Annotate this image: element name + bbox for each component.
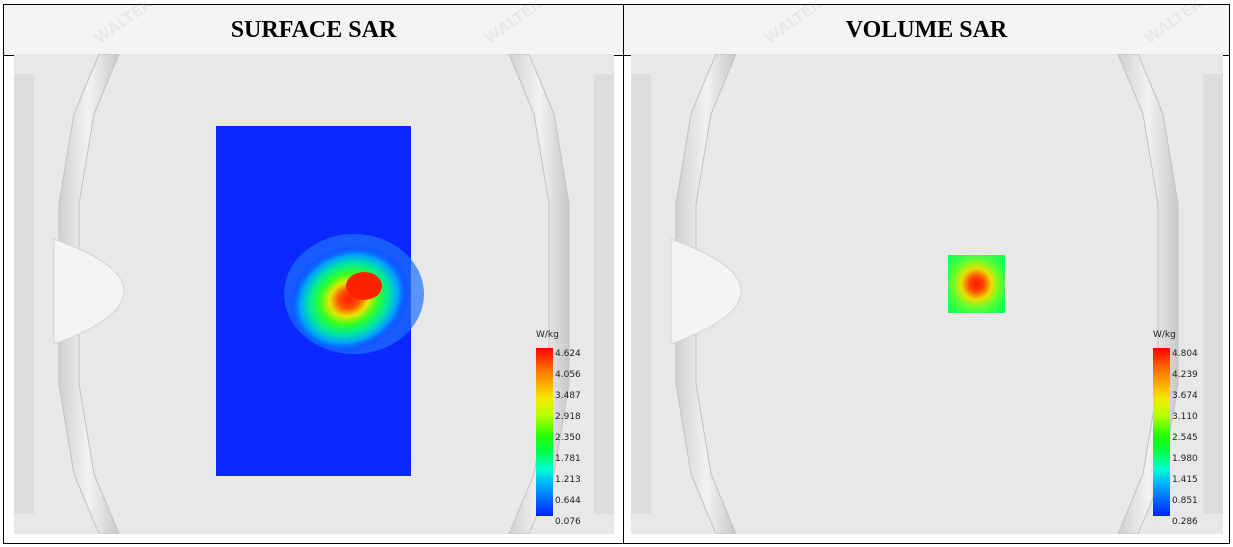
scale-tick: 0.286: [1172, 517, 1198, 527]
phantom-edge-left: [14, 74, 34, 514]
surface-sar-header: SURFACE SAR: [4, 5, 623, 55]
ear-reference: [670, 238, 742, 345]
header-divider: [4, 55, 1229, 56]
sar-peak: [346, 272, 382, 300]
phantom-ring-left: [58, 54, 120, 534]
scale-tick: 4.804: [1172, 349, 1198, 359]
scale-tick: 2.918: [555, 412, 581, 422]
scale-ticks: 4.624 4.056 3.487 2.918 2.350 1.781 1.21…: [555, 344, 581, 533]
scale-tick: 4.056: [555, 370, 581, 380]
scale-tick: 1.781: [555, 454, 581, 464]
scale-tick: 3.487: [555, 391, 581, 401]
phantom-ring-right: [508, 54, 570, 534]
scale-tick: 2.350: [555, 433, 581, 443]
phantom-ring-left: [675, 54, 737, 534]
scale-ticks: 4.804 4.239 3.674 3.110 2.545 1.980 1.41…: [1172, 344, 1198, 533]
phantom-edge-right: [594, 74, 614, 514]
column-divider: [623, 5, 624, 543]
scale-bar: [1153, 348, 1170, 516]
volume-sar-panel: W/kg 4.804 4.239 3.674 3.110 2.545 1.980…: [631, 54, 1223, 534]
scale-tick: 1.980: [1172, 454, 1198, 464]
scale-tick: 0.851: [1172, 496, 1198, 506]
phantom-edge-right: [1203, 74, 1223, 514]
phantom-edge-left: [631, 74, 651, 514]
scale-tick: 2.545: [1172, 433, 1198, 443]
scale-tick: 4.239: [1172, 370, 1198, 380]
scale-unit: W/kg: [1153, 330, 1176, 340]
scale-tick: 4.624: [555, 349, 581, 359]
scale-unit: W/kg: [536, 330, 559, 340]
ear-reference: [53, 238, 125, 345]
scale-tick: 1.415: [1172, 475, 1198, 485]
scale-bar: [536, 348, 553, 516]
scale-tick: 0.644: [555, 496, 581, 506]
phantom-view-volume: [631, 54, 1223, 534]
volume-sar-cube: [948, 255, 1005, 313]
scale-tick: 1.213: [555, 475, 581, 485]
scale-tick: 3.674: [1172, 391, 1198, 401]
surface-sar-panel: W/kg 4.624 4.056 3.487 2.918 2.350 1.781…: [14, 54, 614, 534]
sar-hotspot: [288, 245, 410, 353]
scale-tick: 3.110: [1172, 412, 1198, 422]
volume-sar-header: VOLUME SAR: [624, 5, 1229, 55]
scale-tick: 0.076: [555, 517, 581, 527]
phantom-view-surface: [14, 54, 614, 534]
